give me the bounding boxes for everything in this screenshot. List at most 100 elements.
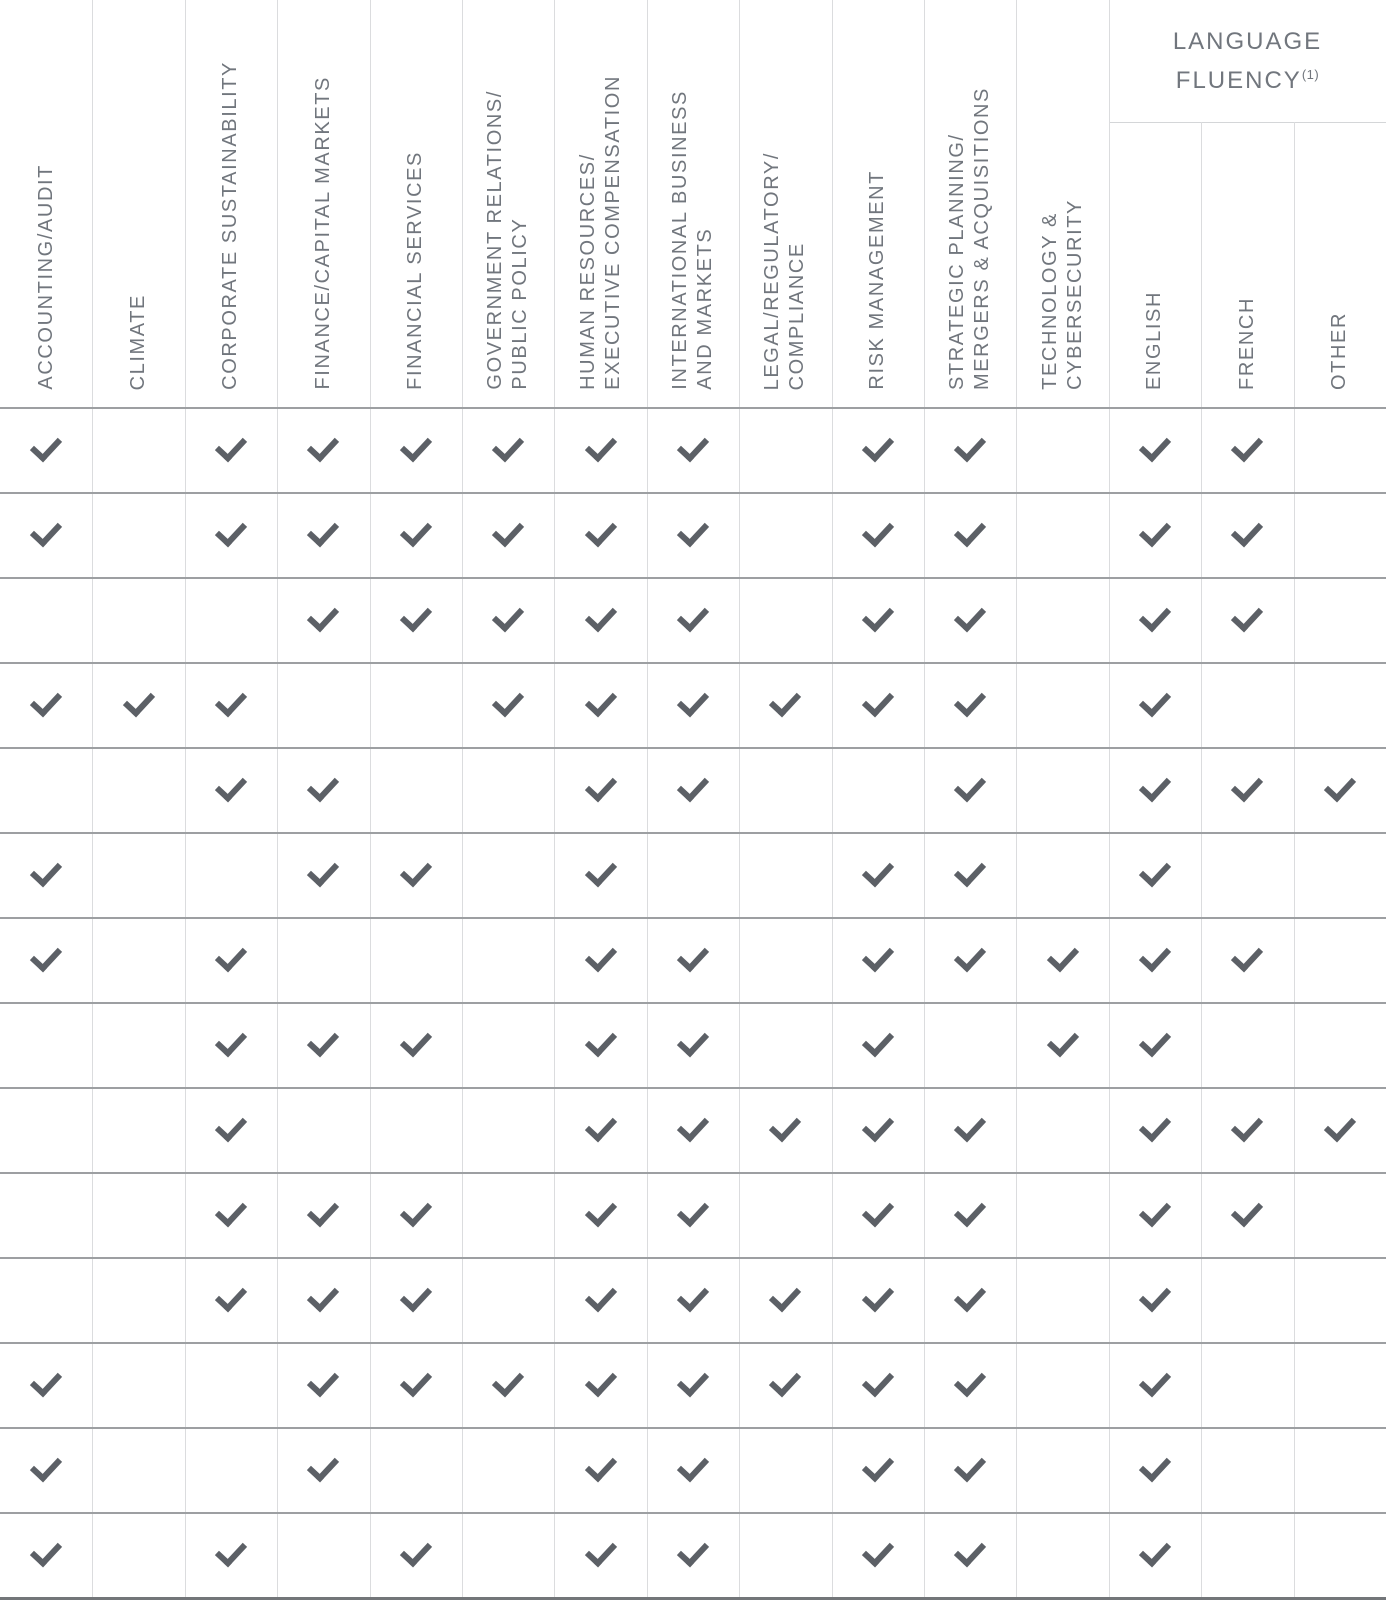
footnote-reference: (1): [1301, 67, 1320, 82]
cell-r6-technology-cybersecurity: [1016, 833, 1108, 918]
cell-r1-technology-cybersecurity: [1016, 408, 1108, 493]
cell-r2-accounting-audit: [0, 493, 92, 578]
check-icon: [1138, 1279, 1172, 1313]
check-icon: [307, 1194, 340, 1228]
check-icon: [214, 429, 248, 463]
cell-r2-legal-regulatory-compliance: [739, 493, 831, 578]
check-icon: [1138, 514, 1172, 548]
cell-r7-technology-cybersecurity: [1016, 918, 1108, 1003]
cell-r13-legal-regulatory-compliance: [739, 1428, 831, 1513]
check-icon: [676, 1109, 710, 1143]
cell-r12-english: [1109, 1343, 1201, 1428]
cell-r4-corporate-sustainability: [185, 663, 277, 748]
check-icon: [1231, 1194, 1264, 1228]
row-separator-line: [0, 492, 1386, 494]
table-row-13: [0, 1428, 1386, 1513]
check-icon: [676, 684, 710, 718]
cell-r13-human-resources-executive-compensation: [554, 1428, 646, 1513]
check-icon: [769, 1109, 802, 1143]
cell-r4-risk-management: [832, 663, 924, 748]
column-header-financial-services: FINANCIAL SERVICES: [370, 0, 462, 400]
check-icon: [584, 684, 617, 718]
cell-r7-legal-regulatory-compliance: [739, 918, 831, 1003]
cell-r10-finance-capital-markets: [277, 1173, 369, 1258]
cell-r7-risk-management: [832, 918, 924, 1003]
cell-r10-government-relations-public-policy: [462, 1173, 554, 1258]
cell-r14-climate: [92, 1513, 184, 1598]
cell-r14-strategic-planning-mergers-acquisitions: [924, 1513, 1016, 1598]
check-icon: [30, 854, 63, 888]
cell-r11-accounting-audit: [0, 1258, 92, 1343]
cell-r6-strategic-planning-mergers-acquisitions: [924, 833, 1016, 918]
cell-r12-technology-cybersecurity: [1016, 1343, 1108, 1428]
check-icon: [214, 514, 248, 548]
cell-r10-corporate-sustainability: [185, 1173, 277, 1258]
cell-r3-finance-capital-markets: [277, 578, 369, 663]
table-row-7: [0, 918, 1386, 1003]
grid-vertical-line: [1294, 122, 1295, 1598]
check-icon: [214, 1024, 248, 1058]
cell-r12-french: [1201, 1343, 1293, 1428]
cell-r8-technology-cybersecurity: [1016, 1003, 1108, 1088]
check-icon: [676, 939, 710, 973]
check-icon: [584, 1449, 617, 1483]
grid-vertical-line: [462, 0, 463, 1598]
cell-r14-technology-cybersecurity: [1016, 1513, 1108, 1598]
grid-vertical-line: [370, 0, 371, 1598]
cell-r3-international-business-and-markets: [647, 578, 739, 663]
row-separator-line: [0, 1342, 1386, 1344]
check-icon: [214, 939, 248, 973]
cell-r1-risk-management: [832, 408, 924, 493]
cell-r14-government-relations-public-policy: [462, 1513, 554, 1598]
check-icon: [584, 769, 617, 803]
cell-r5-risk-management: [832, 748, 924, 833]
cell-r2-corporate-sustainability: [185, 493, 277, 578]
cell-r6-english: [1109, 833, 1201, 918]
row-separator-line: [0, 1257, 1386, 1259]
check-icon: [1231, 514, 1264, 548]
check-icon: [1138, 684, 1172, 718]
row-separator-line: [0, 577, 1386, 579]
check-icon: [584, 1279, 617, 1313]
cell-r13-english: [1109, 1428, 1201, 1513]
check-icon: [492, 599, 525, 633]
cell-r9-accounting-audit: [0, 1088, 92, 1173]
check-icon: [861, 1024, 894, 1058]
check-icon: [1138, 769, 1172, 803]
language-fluency-header: LANGUAGE FLUENCY(1): [1109, 0, 1386, 123]
cell-r13-french: [1201, 1428, 1293, 1513]
cell-r12-legal-regulatory-compliance: [739, 1343, 831, 1428]
cell-r8-french: [1201, 1003, 1293, 1088]
cell-r8-corporate-sustainability: [185, 1003, 277, 1088]
cell-r14-international-business-and-markets: [647, 1513, 739, 1598]
cell-r8-other: [1294, 1003, 1386, 1088]
check-icon: [861, 1449, 894, 1483]
check-icon: [1323, 769, 1357, 803]
grid-vertical-line: [647, 0, 648, 1598]
check-icon: [30, 429, 63, 463]
cell-r3-other: [1294, 578, 1386, 663]
check-icon: [1138, 1449, 1172, 1483]
check-icon: [954, 854, 987, 888]
cell-r4-technology-cybersecurity: [1016, 663, 1108, 748]
check-icon: [399, 1534, 432, 1568]
cell-r7-international-business-and-markets: [647, 918, 739, 1003]
cell-r7-finance-capital-markets: [277, 918, 369, 1003]
check-icon: [122, 684, 155, 718]
check-icon: [1231, 1109, 1264, 1143]
check-icon: [954, 429, 987, 463]
cell-r11-financial-services: [370, 1258, 462, 1343]
cell-r1-international-business-and-markets: [647, 408, 739, 493]
cell-r2-other: [1294, 493, 1386, 578]
language-fluency-label: FLUENCY: [1175, 67, 1302, 94]
cell-r5-french: [1201, 748, 1293, 833]
cell-r5-legal-regulatory-compliance: [739, 748, 831, 833]
column-header-label: CLIMATE: [127, 293, 150, 390]
check-icon: [214, 1109, 248, 1143]
cell-r7-other: [1294, 918, 1386, 1003]
cell-r3-corporate-sustainability: [185, 578, 277, 663]
cell-r13-corporate-sustainability: [185, 1428, 277, 1513]
check-icon: [1138, 599, 1172, 633]
check-icon: [307, 1364, 340, 1398]
cell-r10-legal-regulatory-compliance: [739, 1173, 831, 1258]
